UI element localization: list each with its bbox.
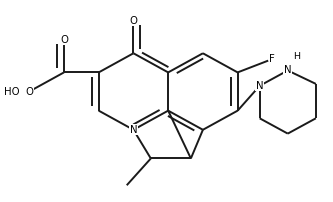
Text: O: O: [60, 35, 68, 45]
Text: N: N: [130, 125, 137, 135]
Text: N: N: [256, 81, 263, 91]
Text: H: H: [293, 53, 300, 61]
Text: O: O: [25, 86, 33, 97]
Text: F: F: [269, 54, 275, 64]
Text: HO: HO: [4, 86, 20, 97]
Text: N: N: [284, 65, 292, 76]
Text: O: O: [130, 16, 138, 26]
